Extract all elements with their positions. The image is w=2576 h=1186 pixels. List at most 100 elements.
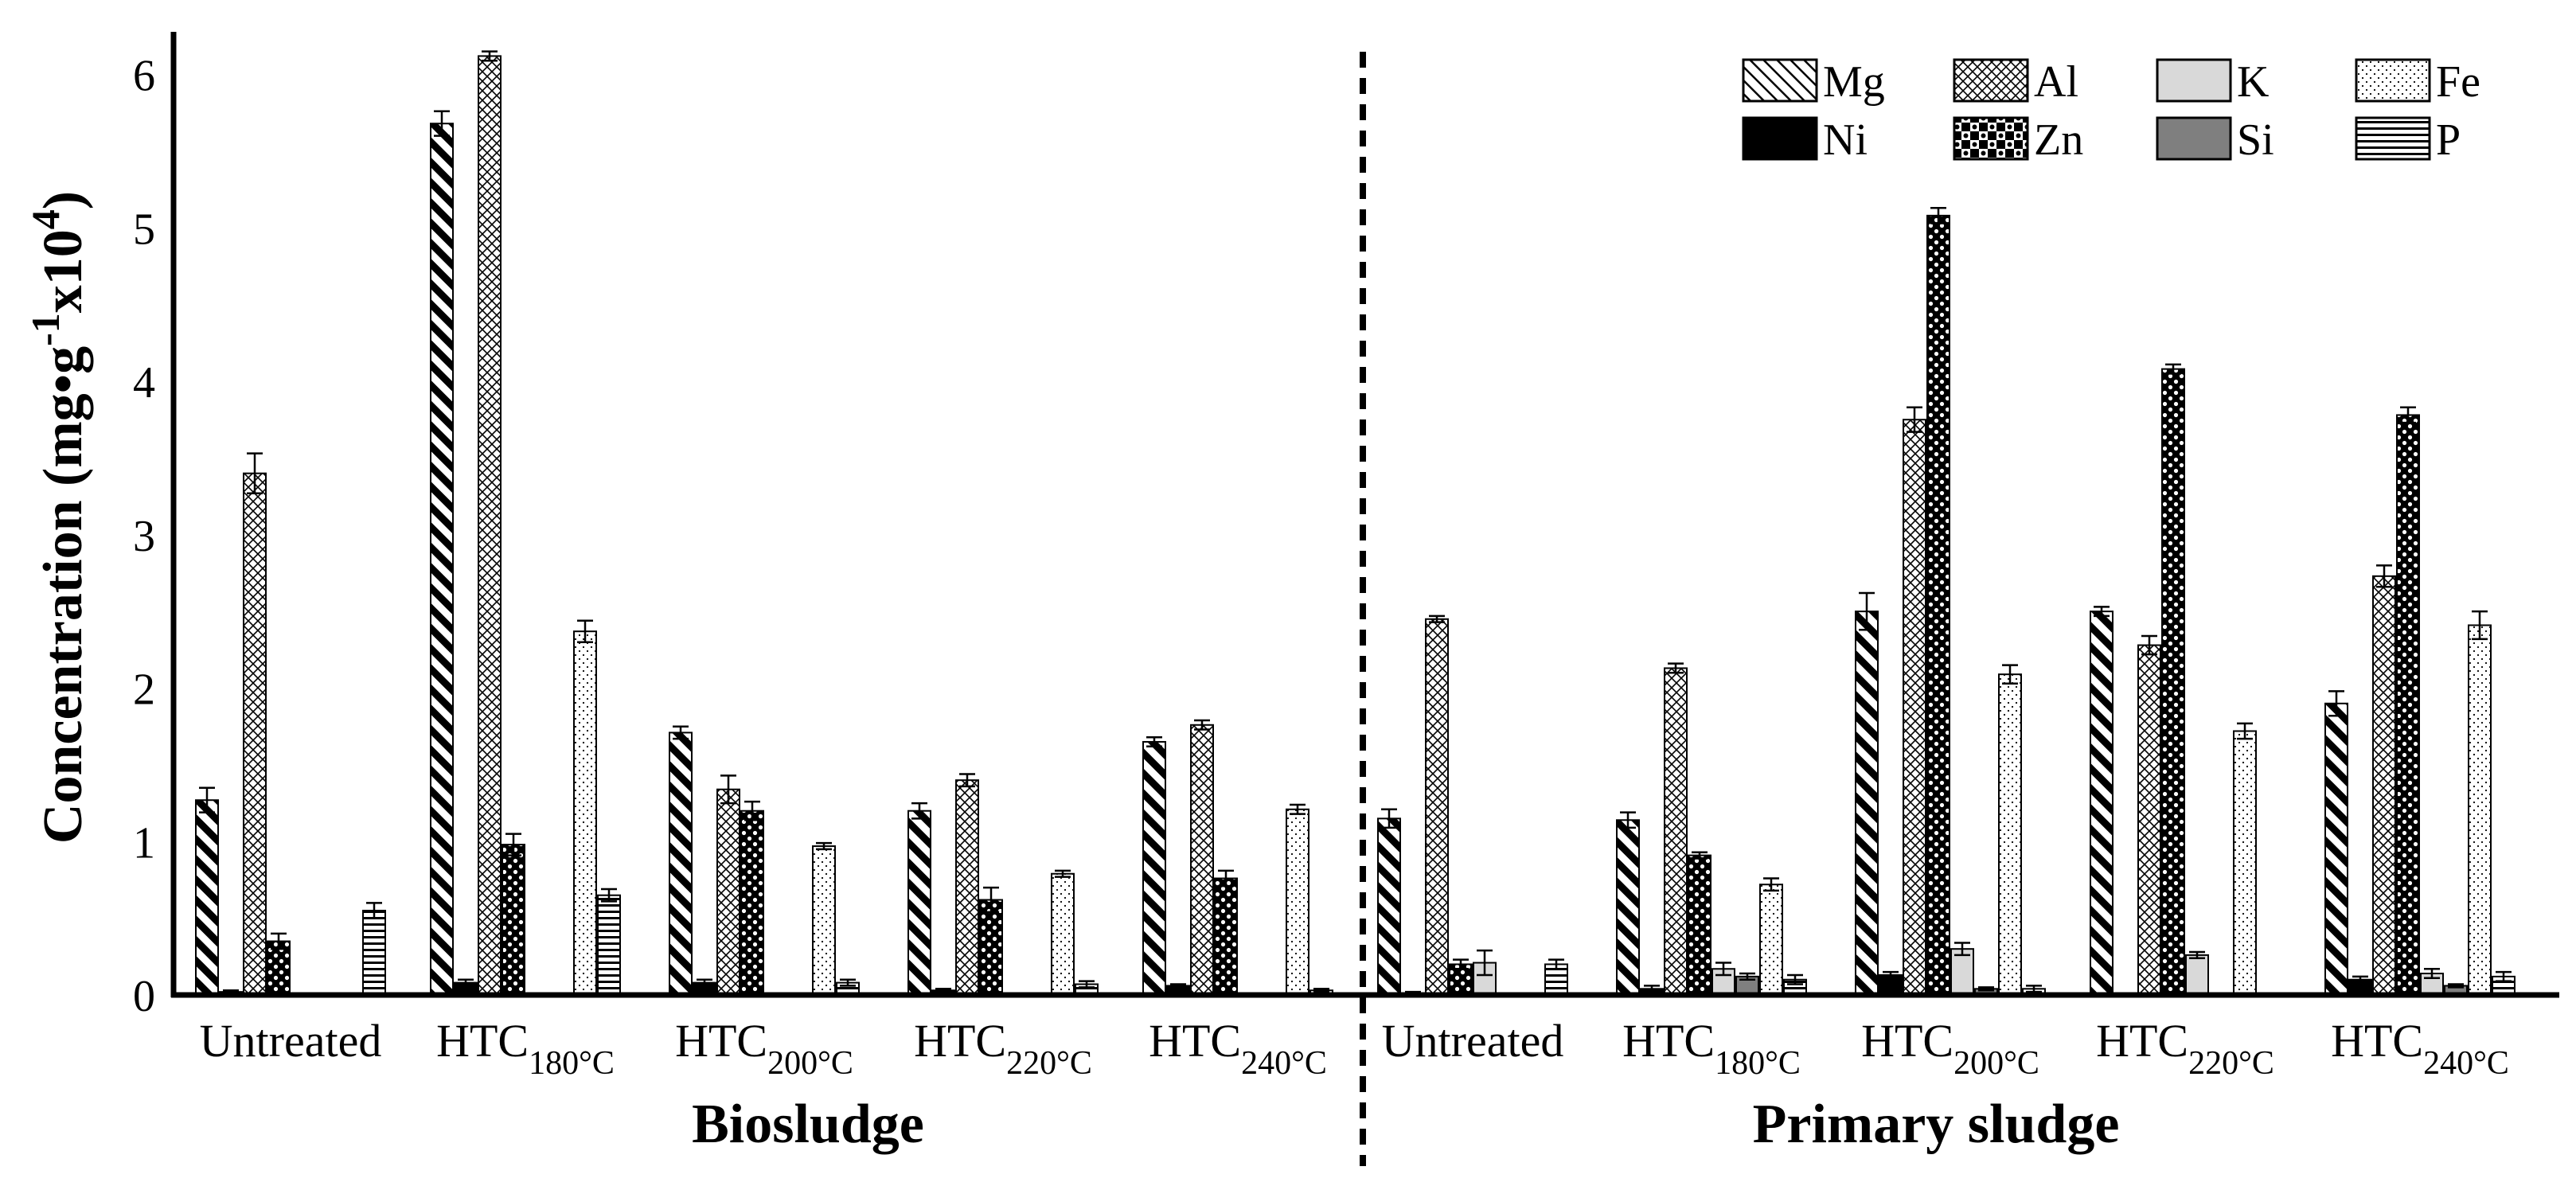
- bar-zn-3: [979, 899, 1003, 996]
- error-bar-mg-6: [1620, 811, 1636, 829]
- section-label: Biosludge: [692, 1094, 924, 1155]
- error-bar-mg-1: [434, 110, 450, 137]
- bar-fe-3: [1051, 872, 1075, 997]
- error-bar-al-0: [247, 452, 263, 494]
- legend-swatch: [2355, 116, 2431, 161]
- bar-fe-1: [573, 630, 597, 996]
- category-label: HTC180°C: [1622, 1015, 1801, 1082]
- error-bar-k-7: [1954, 942, 1970, 957]
- bar-al-7: [1903, 419, 1926, 996]
- legend-label: Ni: [1823, 115, 1868, 165]
- error-bar-zn-5: [1453, 958, 1469, 970]
- bar-p-1: [597, 894, 621, 997]
- legend-swatch: [2156, 58, 2232, 103]
- error-bar-p-4: [1313, 988, 1329, 993]
- legend-item-ni: Ni: [1742, 115, 1868, 165]
- plot-area: [195, 50, 2516, 997]
- bar-mg-2: [669, 731, 693, 997]
- bar-zn-0: [267, 940, 291, 996]
- error-bar-zn-0: [271, 932, 287, 950]
- y-tick-label: 3: [133, 512, 155, 561]
- legend-item-zn: Zn: [1953, 115, 2083, 165]
- error-bar-zn-6: [1692, 851, 1708, 860]
- bar-al-4: [1190, 724, 1214, 996]
- error-bar-ni-2: [697, 978, 712, 987]
- category-label: HTC180°C: [436, 1015, 615, 1082]
- error-bar-al-7: [1907, 406, 1922, 433]
- error-bar-mg-5: [1381, 808, 1397, 829]
- bar-al-3: [955, 779, 979, 997]
- error-bar-p-6: [1787, 973, 1803, 985]
- error-bar-zn-2: [744, 800, 760, 821]
- error-bar-al-1: [482, 50, 498, 62]
- error-bar-mg-3: [911, 802, 927, 820]
- error-bar-zn-1: [505, 833, 521, 856]
- category-label: HTC200°C: [675, 1015, 853, 1082]
- error-bar-al-8: [2141, 634, 2157, 656]
- error-bar-k-8: [2189, 950, 2205, 959]
- legend-item-k: K: [2156, 57, 2269, 107]
- bar-mg-5: [1377, 817, 1401, 997]
- error-bar-p-5: [1548, 958, 1564, 970]
- error-bar-fe-2: [816, 841, 832, 851]
- bar-fe-4: [1286, 808, 1309, 997]
- bar-fe-6: [1759, 884, 1783, 997]
- legend-swatch: [2355, 58, 2431, 103]
- error-bar-zn-8: [2165, 363, 2181, 375]
- legend-item-mg: Mg: [1742, 57, 1885, 107]
- bar-zn-6: [1688, 854, 1711, 997]
- error-bar-mg-0: [199, 786, 215, 813]
- bar-zn-9: [2396, 414, 2420, 996]
- legend-label: K: [2237, 57, 2269, 107]
- legend-swatch: [1742, 58, 1818, 103]
- error-bar-fe-4: [1290, 803, 1306, 815]
- y-tick-label: 5: [133, 205, 155, 254]
- error-bar-fe-1: [577, 619, 593, 643]
- bar-al-8: [2137, 644, 2161, 996]
- y-tick-label: 0: [133, 972, 155, 1021]
- bar-mg-3: [907, 810, 931, 996]
- category-label: Untreated: [200, 1015, 382, 1067]
- legend-label: Si: [2237, 115, 2274, 165]
- error-bar-mg-2: [673, 725, 689, 740]
- axes: 0 1 2 3 4 5 6 Untreated HTC180°C HTC200°C HTC220°C…: [133, 32, 2559, 1166]
- error-bar-zn-3: [983, 886, 999, 914]
- error-bar-al-2: [720, 774, 736, 805]
- legend-label: P: [2436, 115, 2461, 165]
- bar-zn-8: [2161, 368, 2185, 996]
- error-bar-al-3: [959, 773, 975, 788]
- bar-al-6: [1664, 667, 1688, 996]
- bar-mg-7: [1855, 611, 1879, 996]
- bar-al-9: [2372, 575, 2396, 996]
- error-bar-mg-8: [2094, 606, 2110, 618]
- bar-fe-9: [2468, 624, 2492, 996]
- error-bar-k-9: [2424, 967, 2440, 980]
- error-bar-si-6: [1739, 972, 1755, 981]
- error-bar-ni-4: [1170, 983, 1186, 989]
- y-tick-label: 6: [133, 52, 155, 101]
- legend-label: Al: [2034, 57, 2078, 107]
- bar-al-0: [243, 472, 267, 996]
- legend-item-si: Si: [2156, 115, 2274, 165]
- category-label: HTC220°C: [2096, 1015, 2274, 1082]
- error-bar-p-7: [2026, 985, 2042, 993]
- error-bar-si-9: [2448, 983, 2464, 989]
- error-bar-p-9: [2496, 970, 2512, 982]
- error-bar-zn-7: [1930, 206, 1946, 224]
- error-bar-al-5: [1429, 614, 1445, 623]
- y-tick-label: 1: [133, 818, 155, 868]
- y-tick-label: 4: [133, 358, 155, 408]
- legend-swatch: [1953, 116, 2029, 161]
- error-bar-mg-9: [2328, 690, 2344, 717]
- error-bar-fe-8: [2237, 722, 2253, 740]
- bar-p-0: [362, 909, 386, 997]
- error-bar-fe-6: [1763, 877, 1779, 892]
- bar-mg-1: [430, 123, 454, 996]
- bar-zn-2: [740, 810, 764, 996]
- error-bar-k-5: [1477, 949, 1493, 977]
- bar-mg-4: [1142, 740, 1166, 997]
- error-bar-fe-9: [2472, 610, 2488, 641]
- bar-zn-7: [1926, 214, 1950, 996]
- error-bar-p-3: [1079, 980, 1095, 989]
